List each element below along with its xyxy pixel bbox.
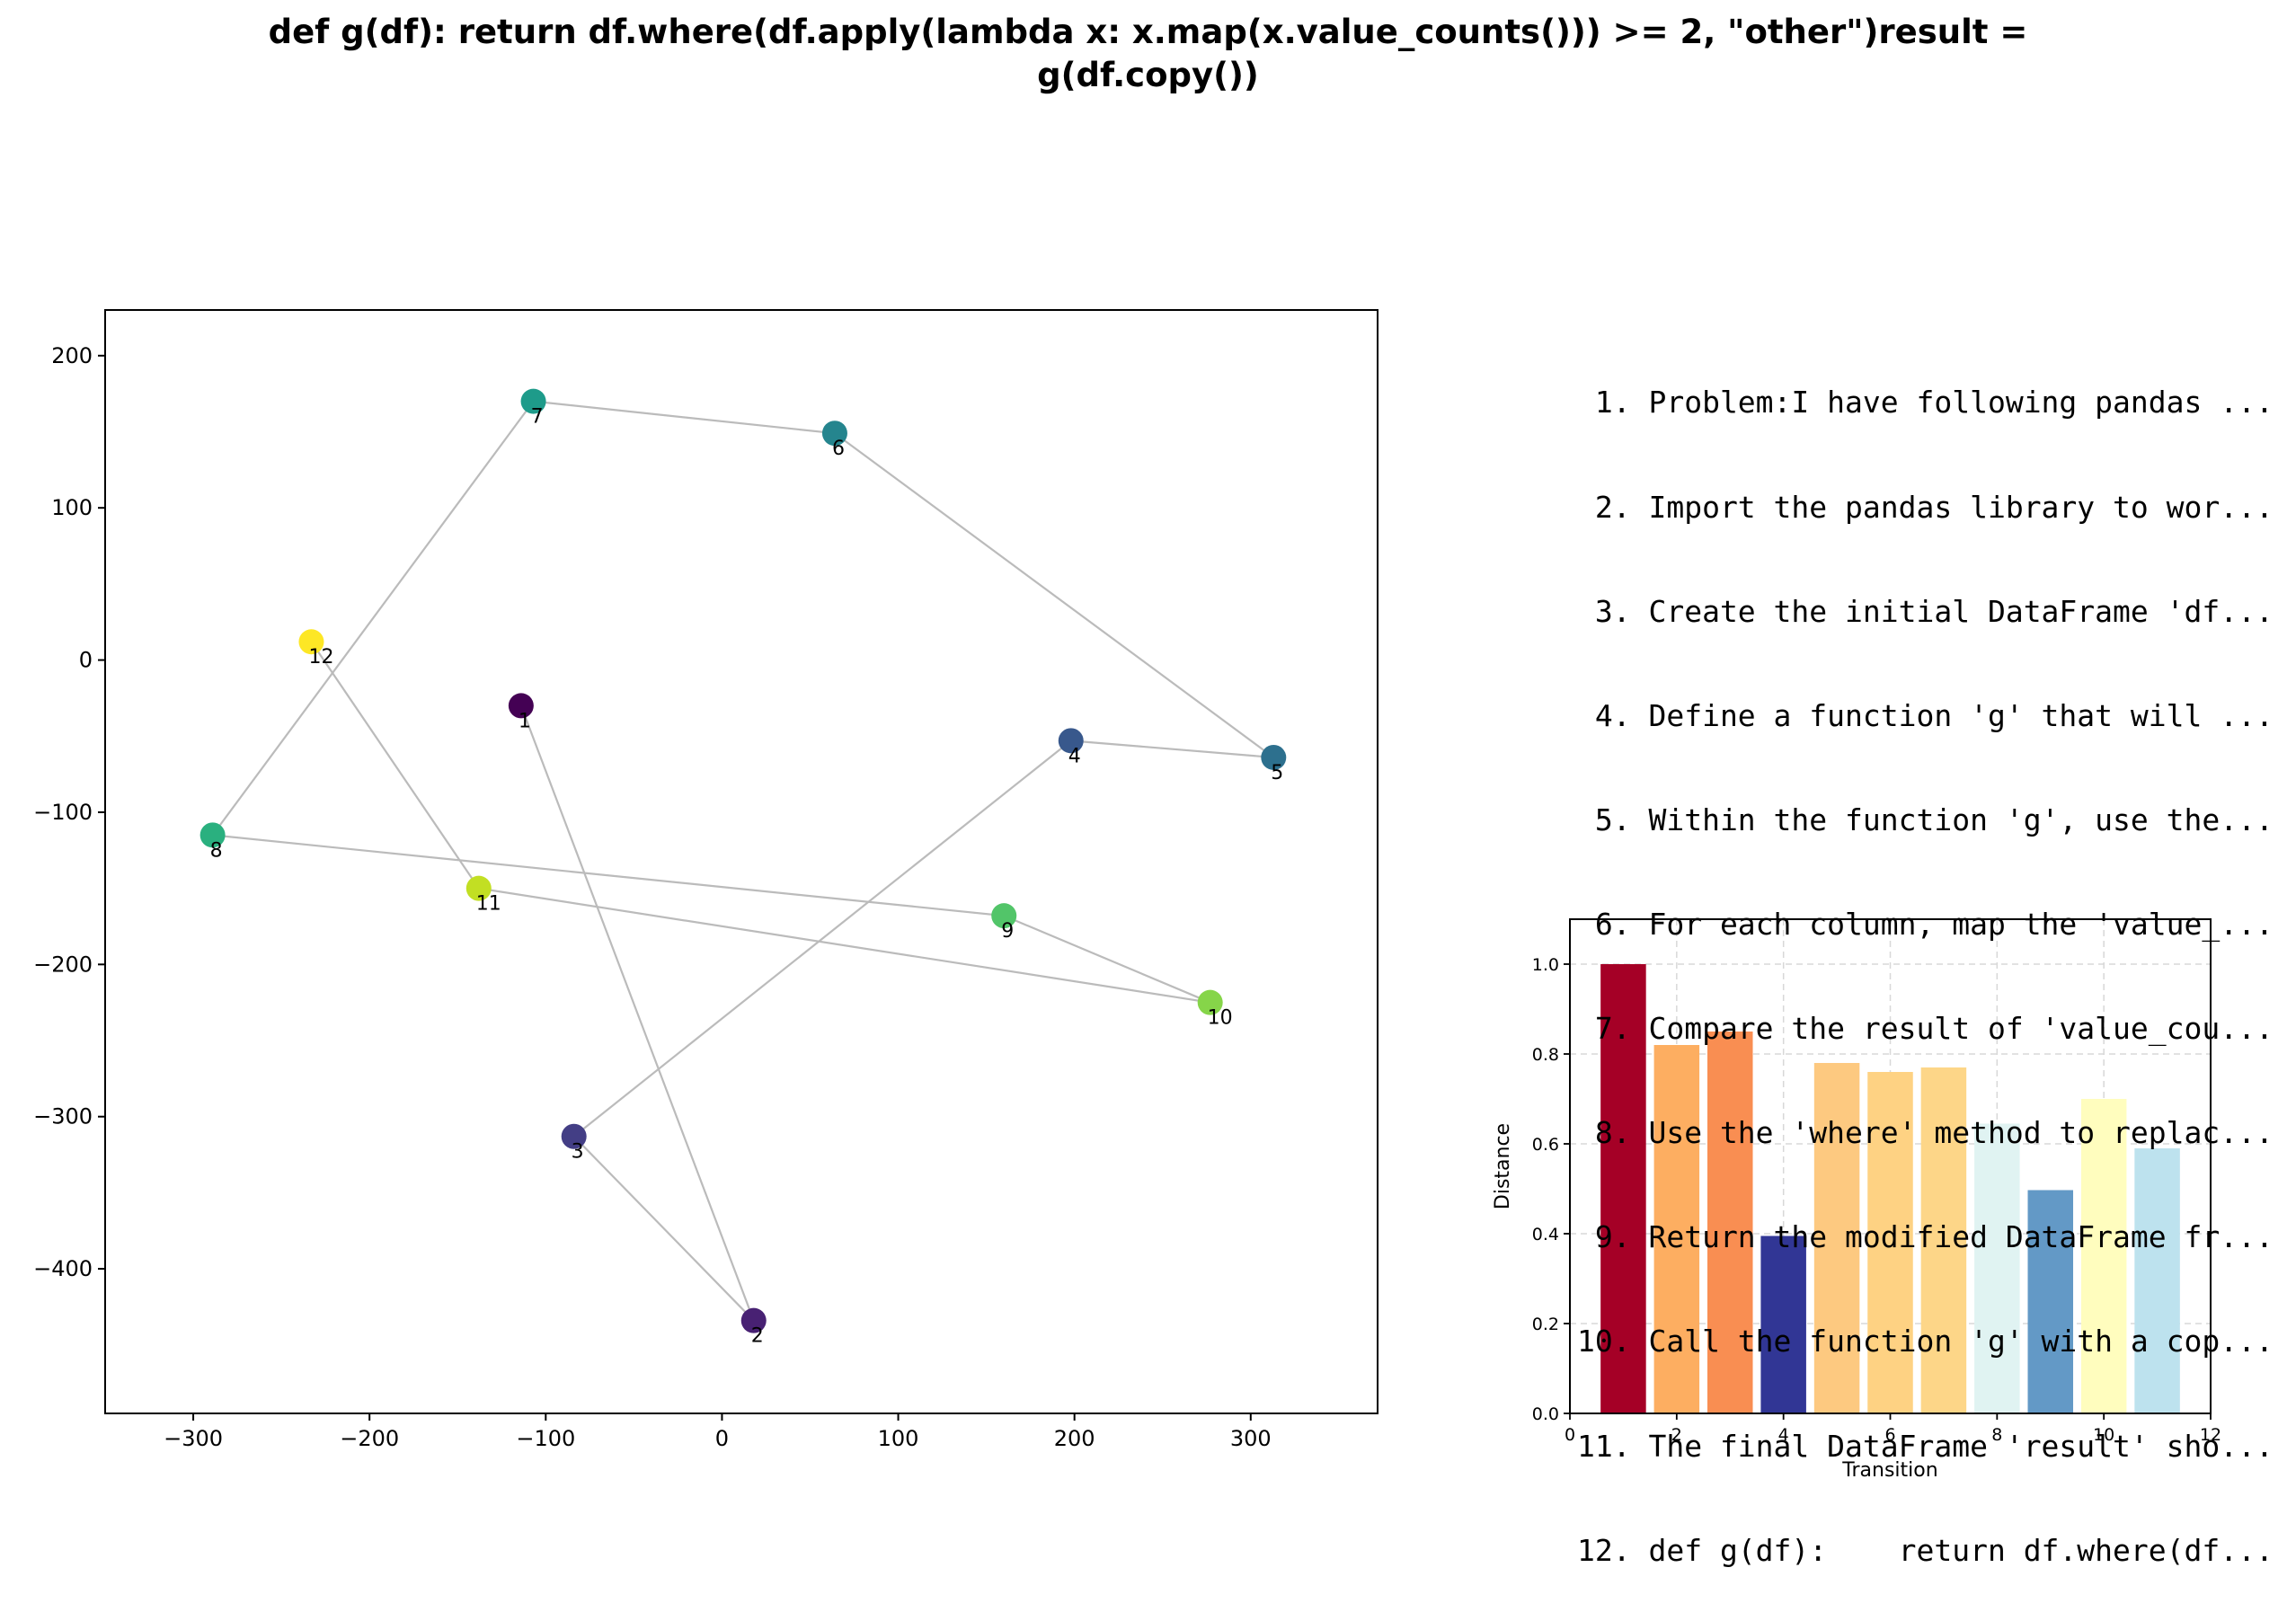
x-tick-label: 200 [1054,1426,1095,1451]
step-item: 9. Return the modified DataFrame fr... [1577,1219,2274,1255]
bar-y-tick-label: 0.2 [1532,1315,1559,1334]
y-tick-label: 200 [51,343,93,368]
point-label: 2 [751,1325,764,1348]
step-item: 12. def g(df): return df.where(df... [1577,1532,2274,1568]
distance-bar [1706,1032,1753,1413]
y-tick-label: −200 [33,952,93,977]
step-item: 5. Within the function 'g', use the... [1577,802,2274,837]
bar-y-tick-label: 0.0 [1532,1404,1559,1424]
step-item: 3. Create the initial DataFrame 'df... [1577,593,2274,629]
bar-y-tick-label: 1.0 [1532,955,1559,975]
distance-bar [2134,1148,2180,1413]
step-item: 11. The final DataFrame 'result' sho... [1577,1428,2274,1464]
path-segment [211,400,535,837]
scatter-point [520,388,546,414]
step-item: 6. For each column, map the 'value_... [1577,906,2274,942]
distance-bar [2080,1099,2127,1413]
scatter-frame [104,309,1378,1414]
x-tick-label: 300 [1230,1426,1272,1451]
path-segment [572,1135,755,1322]
path-segment [572,740,1072,1138]
distance-bar [1813,1063,1860,1413]
bar-x-tick-label: 0 [1565,1425,1575,1445]
point-label: 6 [832,438,845,460]
bar-x-tick-label: 10 [2093,1425,2114,1445]
scatter-plot-area [105,310,1378,1413]
x-tick-label: −200 [340,1426,399,1451]
scatter-point [298,629,324,655]
scatter-point [508,693,534,719]
point-label: 4 [1068,745,1081,767]
scatter-point [1197,989,1223,1015]
step-item: 2. Import the pandas library to wor... [1577,489,2274,525]
distance-bar [2027,1190,2074,1413]
bar-x-tick-label: 2 [1671,1425,1682,1445]
path-segment [533,400,836,435]
x-tick-label: −100 [516,1426,575,1451]
x-tick-label: 100 [878,1426,919,1451]
step-item: 4. Define a function 'g' that will ... [1577,697,2274,733]
scatter-point [1058,728,1084,754]
y-tick-label: 0 [79,648,93,673]
path-segment [1003,915,1211,1004]
y-tick-label: −400 [33,1256,93,1281]
path-segment [1070,740,1274,759]
figure-title: def g(df): return df.where(df.apply(lamb… [0,11,2296,97]
point-label: 5 [1271,762,1283,784]
point-label: 7 [531,406,544,429]
scatter-point [740,1307,767,1333]
point-label: 3 [572,1141,584,1164]
distance-bar [1600,964,1646,1413]
point-label: 12 [308,646,333,669]
bar-x-tick-label: 6 [1884,1425,1895,1445]
scatter-point [991,903,1017,929]
path-segment [519,704,755,1322]
point-label: 1 [519,710,531,732]
scatter-point [465,875,492,901]
point-label: 9 [1001,920,1014,943]
bar-x-tick-label: 4 [1778,1425,1789,1445]
scatter-point [1261,744,1287,770]
y-tick-label: −300 [33,1104,93,1129]
distance-bar [1760,1235,1806,1413]
scatter-point [561,1123,587,1149]
y-tick-label: −100 [33,800,93,825]
path-segment [478,887,1210,1004]
distance-bar [1653,1045,1700,1413]
bar-y-tick-label: 0.4 [1532,1225,1559,1244]
bar-y-axis-label: Distance [1492,1123,1514,1209]
step-item: 1. Problem:I have following pandas ... [1577,385,2274,421]
path-segment [834,432,1274,758]
distance-bar [1920,1067,1967,1413]
bar-y-tick-label: 0.6 [1532,1135,1559,1155]
bar-y-tick-label: 0.8 [1532,1045,1559,1065]
x-tick-label: −300 [164,1426,223,1451]
point-label: 10 [1208,1007,1233,1030]
title-line-2: g(df.copy()) [1037,56,1259,94]
scatter-point [199,822,226,848]
step-item: 10. Call the function 'g' with a cop... [1577,1324,2274,1359]
y-tick-label: 100 [51,495,93,520]
point-label: 8 [210,839,223,862]
x-tick-label: 0 [715,1426,729,1451]
bar-panel: 0 2 4 6 8 10 12 0.0 0.2 0.4 0.6 0.8 1.0 Transition Dis… [1492,918,2221,1482]
path-segment [212,834,1005,917]
bar-x-tick-label: 8 [1991,1425,2002,1445]
scatter-point [821,421,847,447]
step-item: 7. Compare the result of 'value_cou... [1577,1011,2274,1047]
distance-bar [1867,1072,1913,1413]
distance-bar [1974,1123,2020,1413]
title-line-1: def g(df): return df.where(df.apply(lamb… [268,13,2028,51]
steps-list: 1. Problem:I have following pandas ... 2… [1577,316,2274,1603]
path-segment [310,641,480,890]
point-label: 11 [476,893,501,916]
bar-x-axis-label: Transition [1841,1459,1937,1482]
bar-x-tick-label: 12 [2200,1425,2221,1445]
step-item: 8. Use the 'where' method to replac... [1577,1115,2274,1151]
